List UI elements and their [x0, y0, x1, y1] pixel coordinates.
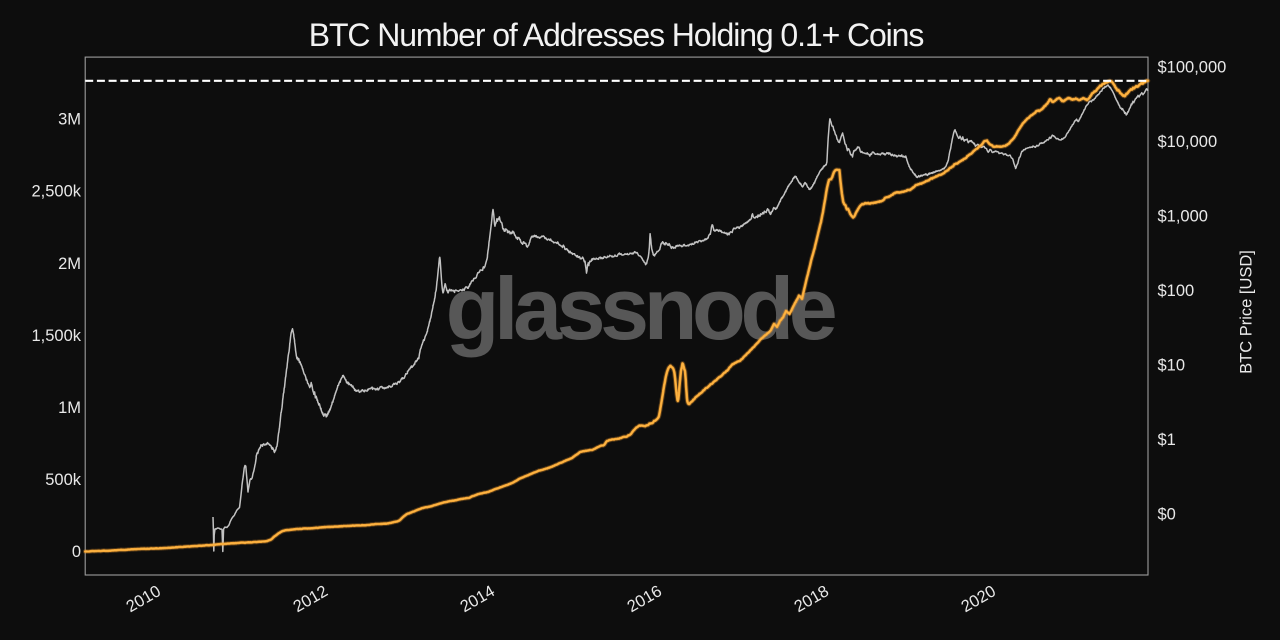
- svg-text:$10,000: $10,000: [1158, 133, 1218, 151]
- svg-text:$100,000: $100,000: [1158, 59, 1227, 77]
- svg-text:$1,000: $1,000: [1158, 208, 1208, 226]
- svg-text:3M: 3M: [58, 111, 81, 129]
- svg-text:500k: 500k: [45, 471, 82, 489]
- svg-text:$100: $100: [1158, 282, 1195, 300]
- svg-text:$10: $10: [1158, 357, 1186, 375]
- svg-text:glassnode: glassnode: [446, 259, 835, 358]
- svg-text:0: 0: [72, 543, 81, 561]
- svg-text:2M: 2M: [58, 255, 81, 273]
- svg-text:$1: $1: [1158, 431, 1176, 449]
- svg-text:$0: $0: [1158, 506, 1176, 524]
- svg-text:2,500k: 2,500k: [31, 183, 81, 201]
- svg-text:1M: 1M: [58, 399, 81, 417]
- svg-text:1,500k: 1,500k: [31, 327, 81, 345]
- svg-text:BTC Price [USD]: BTC Price [USD]: [1238, 250, 1256, 374]
- svg-text:BTC Number of Addresses Holdin: BTC Number of Addresses Holding 0.1+ Coi…: [309, 17, 924, 53]
